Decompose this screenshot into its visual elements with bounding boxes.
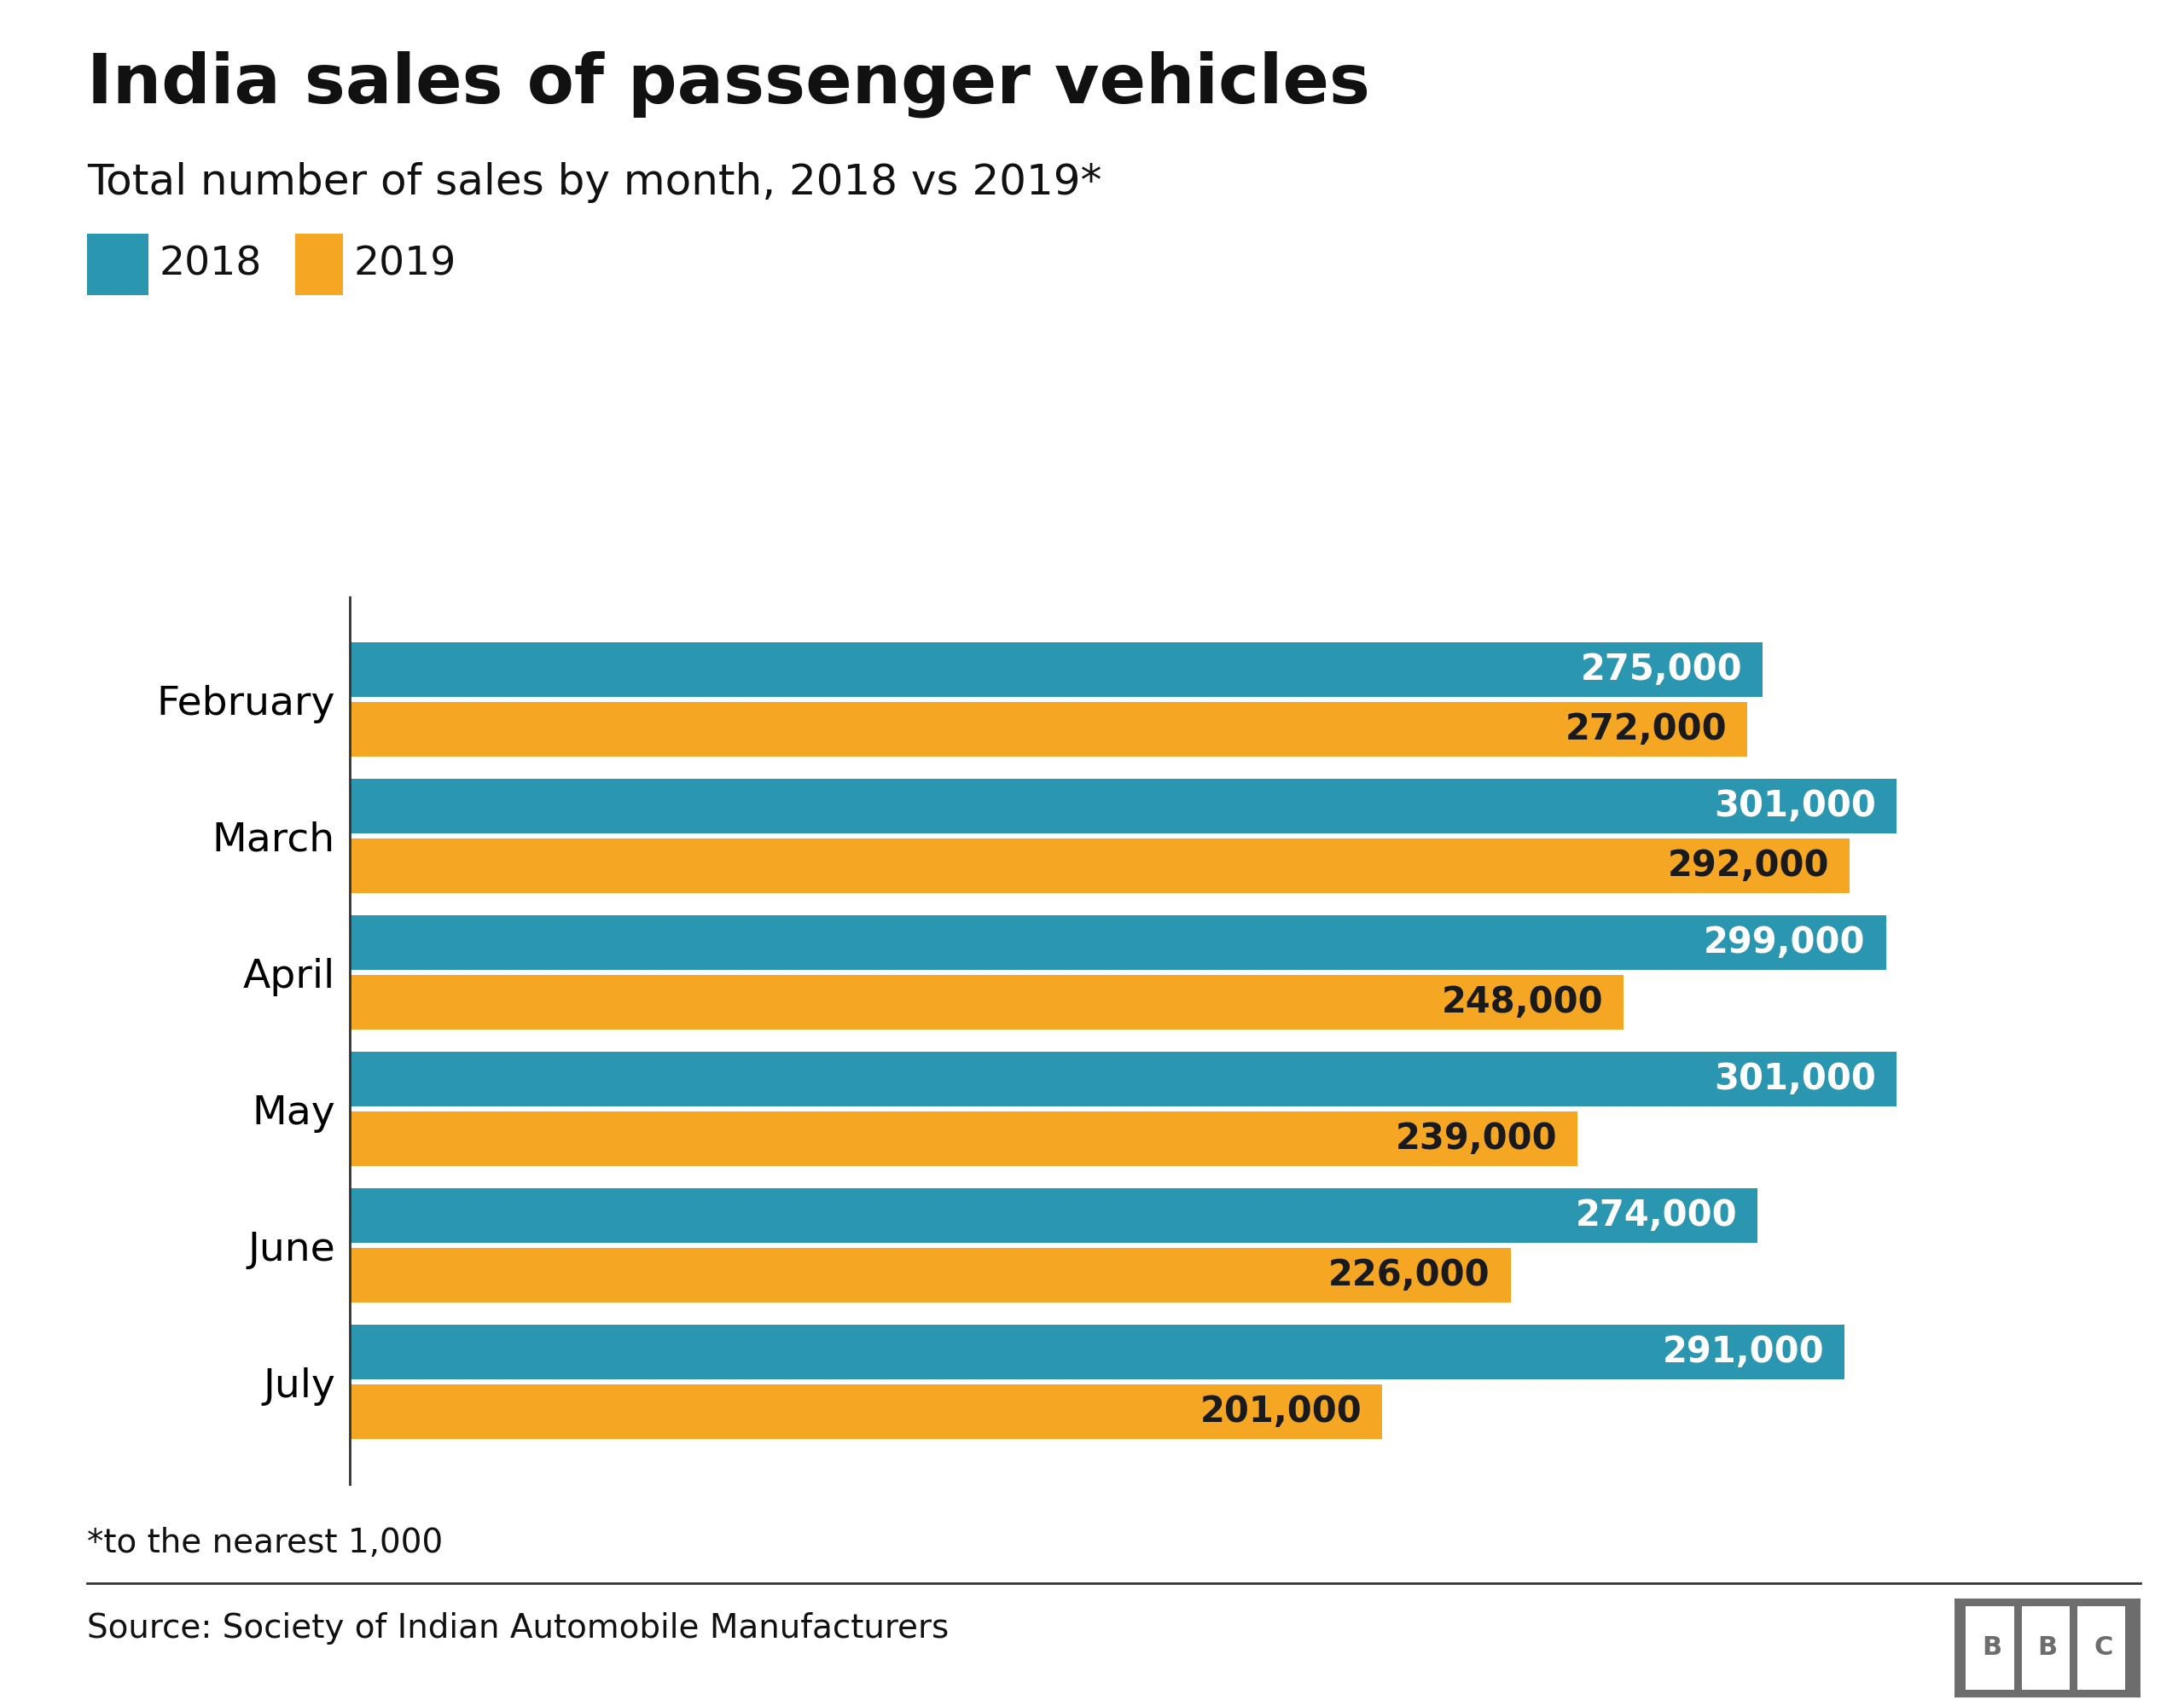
Bar — [349, 1187, 1758, 1242]
Text: B: B — [2038, 1636, 2057, 1660]
Text: Total number of sales by month, 2018 vs 2019*: Total number of sales by month, 2018 vs … — [87, 162, 1103, 203]
Bar — [349, 839, 1850, 894]
Bar — [349, 914, 1887, 969]
Text: C: C — [2094, 1636, 2112, 1660]
Text: 2018: 2018 — [159, 246, 262, 283]
Text: 301,000: 301,000 — [1714, 1061, 1876, 1097]
Bar — [349, 703, 1747, 757]
Text: 226,000: 226,000 — [1328, 1257, 1489, 1293]
Text: 301,000: 301,000 — [1714, 788, 1876, 824]
Bar — [349, 1385, 1382, 1440]
Bar — [2077, 1607, 2125, 1689]
Text: B: B — [1981, 1636, 2003, 1660]
Text: 291,000: 291,000 — [1662, 1334, 1824, 1370]
Text: 292,000: 292,000 — [1669, 848, 1830, 884]
Bar — [349, 1324, 1845, 1378]
Text: 248,000: 248,000 — [1441, 984, 1603, 1020]
Text: 272,000: 272,000 — [1566, 711, 1728, 747]
Text: Source: Society of Indian Automobile Manufacturers: Source: Society of Indian Automobile Man… — [87, 1612, 950, 1645]
Bar — [1966, 1607, 2014, 1689]
Bar — [349, 976, 1625, 1030]
Text: 299,000: 299,000 — [1704, 925, 1865, 960]
Text: 274,000: 274,000 — [1575, 1198, 1736, 1233]
Text: *to the nearest 1,000: *to the nearest 1,000 — [87, 1527, 443, 1559]
Text: 201,000: 201,000 — [1199, 1394, 1363, 1430]
Bar — [349, 1051, 1896, 1105]
Text: India sales of passenger vehicles: India sales of passenger vehicles — [87, 51, 1372, 118]
Text: 275,000: 275,000 — [1581, 652, 1743, 688]
Bar — [349, 1112, 1577, 1167]
Bar — [349, 778, 1896, 833]
Bar — [2022, 1607, 2070, 1689]
Text: 239,000: 239,000 — [1396, 1121, 1557, 1157]
Text: 2019: 2019 — [354, 246, 456, 283]
Bar — [349, 1249, 1511, 1303]
Bar — [349, 641, 1762, 696]
